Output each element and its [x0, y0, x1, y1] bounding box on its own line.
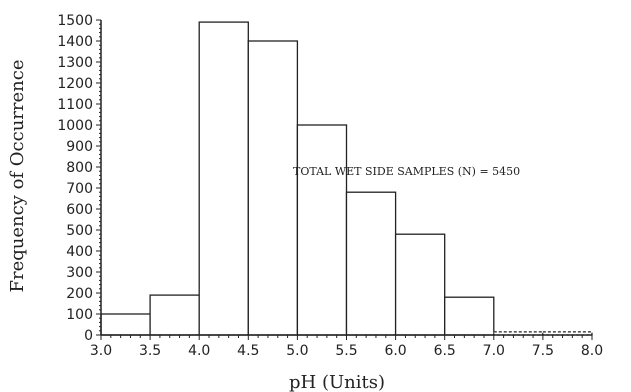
- x-tick-label-9: 7.5: [532, 343, 554, 359]
- y-tick-label-14: 1400: [57, 34, 93, 50]
- y-axis-title: Frequency of Occurrence: [7, 60, 28, 293]
- axes-group: 0 100 200 300 400 500 600 700 800 900 1000 1100 1200…: [57, 13, 603, 359]
- x-tick-label-4: 5.0: [286, 343, 308, 359]
- y-tick-label-13: 1300: [57, 55, 93, 71]
- y-tick-label-3: 300: [66, 265, 93, 281]
- bar-4: [296, 124, 348, 336]
- y-tick-label-6: 600: [66, 202, 93, 218]
- bar-6: [394, 233, 446, 336]
- bar-2: [198, 21, 249, 336]
- bar-3: [247, 40, 299, 336]
- x-tick-label-2: 4.0: [188, 343, 210, 359]
- y-tick-label-12: 1200: [57, 76, 93, 92]
- y-tick-label-10: 1000: [57, 118, 93, 134]
- y-tick-label-5: 500: [66, 223, 93, 239]
- bars-group: [100, 21, 593, 336]
- x-tick-label-7: 6.5: [434, 343, 456, 359]
- bar-5: [345, 191, 397, 336]
- x-tick-label-8: 7.0: [483, 343, 505, 359]
- bar-0: [100, 313, 151, 336]
- x-tick-label-1: 3.5: [139, 343, 161, 359]
- bar-1: [149, 294, 200, 336]
- x-tick-label-5: 5.5: [335, 343, 357, 359]
- y-tick-label-8: 800: [66, 160, 93, 176]
- x-tick-label-0: 3.0: [90, 343, 112, 359]
- y-tick-label-4: 400: [66, 244, 93, 260]
- sample-count-annotation: TOTAL WET SIDE SAMPLES (N) = 5450: [293, 165, 520, 178]
- bar-7: [444, 296, 495, 336]
- y-tick-label-2: 200: [66, 286, 93, 302]
- y-tick-label-9: 900: [66, 139, 93, 155]
- y-tick-label-7: 700: [66, 181, 93, 197]
- y-tick-label-0: 0: [84, 328, 93, 344]
- x-axis-title: pH (Units): [289, 372, 385, 392]
- x-tick-label-6: 6.0: [384, 343, 406, 359]
- y-tick-label-15: 1500: [57, 13, 93, 29]
- y-tick-label-1: 100: [66, 307, 93, 323]
- x-tick-label-10: 8.0: [581, 343, 603, 359]
- x-tick-label-3: 4.5: [237, 343, 259, 359]
- y-tick-label-11: 1100: [57, 97, 93, 113]
